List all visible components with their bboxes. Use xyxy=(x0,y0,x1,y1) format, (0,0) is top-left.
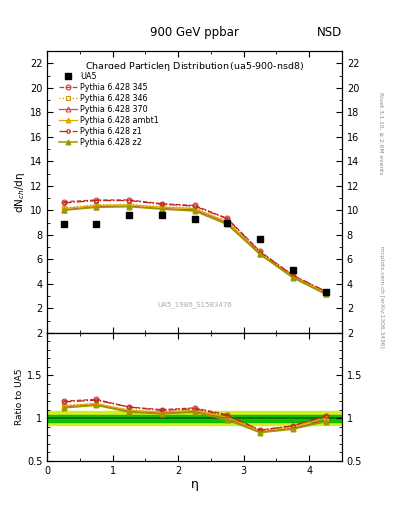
Line: UA5: UA5 xyxy=(60,212,329,296)
Pythia 6.428 z2 xyxy=(160,206,164,212)
Pythia 6.428 ambt1 xyxy=(258,249,263,255)
Pythia 6.428 346 xyxy=(61,205,66,211)
Pythia 6.428 345 xyxy=(127,197,131,203)
Pythia 6.428 370 xyxy=(160,205,164,211)
Text: Rivet 3.1.10, ≥ 2.6M events: Rivet 3.1.10, ≥ 2.6M events xyxy=(379,92,384,174)
Y-axis label: dN$_{ch}$/dη: dN$_{ch}$/dη xyxy=(13,172,27,212)
Pythia 6.428 ambt1 xyxy=(127,202,131,208)
Pythia 6.428 370 xyxy=(225,220,230,226)
Pythia 6.428 z2 xyxy=(61,207,66,214)
Pythia 6.428 z2 xyxy=(323,291,328,297)
Text: NSD: NSD xyxy=(317,26,342,39)
Pythia 6.428 345 xyxy=(94,197,99,203)
Text: 900 GeV ppbar: 900 GeV ppbar xyxy=(150,26,239,39)
Pythia 6.428 ambt1 xyxy=(290,273,295,279)
Pythia 6.428 346 xyxy=(127,201,131,207)
Pythia 6.428 345 xyxy=(323,289,328,295)
UA5 xyxy=(160,212,164,218)
Pythia 6.428 345 xyxy=(258,248,263,254)
Pythia 6.428 z2 xyxy=(94,204,99,210)
Pythia 6.428 346 xyxy=(290,273,295,280)
Line: Pythia 6.428 z2: Pythia 6.428 z2 xyxy=(61,204,328,296)
Pythia 6.428 z1 xyxy=(258,249,263,255)
UA5 xyxy=(61,221,66,227)
Pythia 6.428 345 xyxy=(192,202,197,208)
Pythia 6.428 346 xyxy=(192,205,197,211)
Pythia 6.428 z1 xyxy=(290,272,295,279)
UA5 xyxy=(127,212,131,218)
Pythia 6.428 z2 xyxy=(225,221,230,227)
X-axis label: η: η xyxy=(191,478,198,492)
UA5 xyxy=(225,220,230,226)
Pythia 6.428 z1 xyxy=(61,200,66,206)
Text: Charged Particleη Distribution$\,$(ua5-900-nsd8): Charged Particleη Distribution$\,$(ua5-9… xyxy=(85,60,304,73)
Pythia 6.428 370 xyxy=(323,290,328,296)
UA5 xyxy=(192,216,197,222)
Pythia 6.428 ambt1 xyxy=(94,202,99,208)
Text: UA5_1986_S1583476: UA5_1986_S1583476 xyxy=(157,301,232,308)
Text: mcplots.cern.ch [arXiv:1306.3436]: mcplots.cern.ch [arXiv:1306.3436] xyxy=(379,246,384,348)
UA5 xyxy=(290,267,295,273)
Line: Pythia 6.428 346: Pythia 6.428 346 xyxy=(61,202,328,296)
Pythia 6.428 z2 xyxy=(127,204,131,210)
Pythia 6.428 370 xyxy=(258,251,263,257)
Pythia 6.428 370 xyxy=(94,204,99,210)
Pythia 6.428 346 xyxy=(225,218,230,224)
Pythia 6.428 z1 xyxy=(160,201,164,207)
Pythia 6.428 370 xyxy=(127,203,131,209)
Pythia 6.428 z2 xyxy=(258,251,263,258)
Pythia 6.428 ambt1 xyxy=(323,289,328,295)
Y-axis label: Ratio to UA5: Ratio to UA5 xyxy=(15,369,24,425)
Pythia 6.428 345 xyxy=(160,201,164,207)
Pythia 6.428 z1 xyxy=(127,198,131,204)
Pythia 6.428 345 xyxy=(290,272,295,279)
Line: Pythia 6.428 z1: Pythia 6.428 z1 xyxy=(62,199,327,293)
Pythia 6.428 346 xyxy=(160,204,164,210)
Pythia 6.428 z1 xyxy=(225,216,230,222)
Pythia 6.428 346 xyxy=(258,250,263,257)
UA5 xyxy=(323,289,328,295)
Pythia 6.428 345 xyxy=(61,199,66,205)
UA5 xyxy=(258,236,263,242)
Pythia 6.428 346 xyxy=(94,202,99,208)
Pythia 6.428 z1 xyxy=(94,198,99,204)
Pythia 6.428 ambt1 xyxy=(225,219,230,225)
Pythia 6.428 346 xyxy=(323,290,328,296)
Line: Pythia 6.428 ambt1: Pythia 6.428 ambt1 xyxy=(61,202,328,295)
Pythia 6.428 370 xyxy=(61,207,66,213)
Pythia 6.428 ambt1 xyxy=(192,205,197,211)
Pythia 6.428 ambt1 xyxy=(61,205,66,211)
Pythia 6.428 345 xyxy=(225,215,230,221)
Line: Pythia 6.428 345: Pythia 6.428 345 xyxy=(61,198,328,294)
Pythia 6.428 370 xyxy=(192,207,197,213)
Line: Pythia 6.428 370: Pythia 6.428 370 xyxy=(61,204,328,296)
Pythia 6.428 ambt1 xyxy=(160,204,164,210)
Legend: UA5, Pythia 6.428 345, Pythia 6.428 346, Pythia 6.428 370, Pythia 6.428 ambt1, P: UA5, Pythia 6.428 345, Pythia 6.428 346,… xyxy=(57,69,162,149)
Pythia 6.428 z1 xyxy=(192,203,197,209)
Pythia 6.428 z2 xyxy=(192,208,197,214)
Pythia 6.428 370 xyxy=(290,274,295,280)
UA5 xyxy=(94,221,99,227)
Pythia 6.428 z2 xyxy=(290,274,295,281)
Pythia 6.428 z1 xyxy=(323,288,328,294)
